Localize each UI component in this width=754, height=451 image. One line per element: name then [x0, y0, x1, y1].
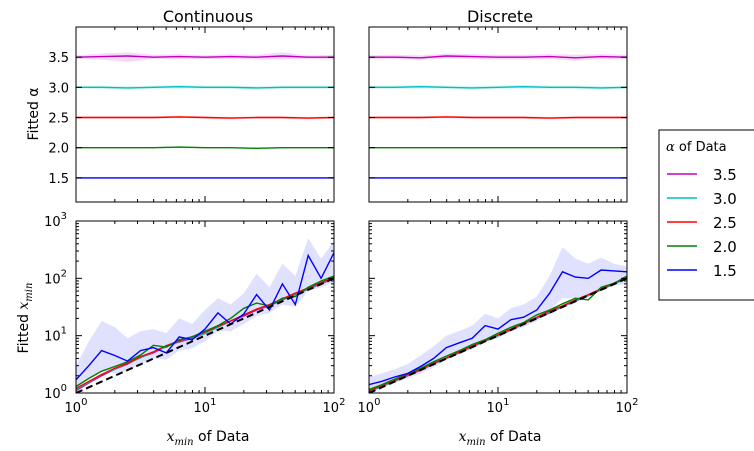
- x-tick-label: 102: [323, 397, 346, 416]
- x-tick-label: 101: [487, 397, 510, 416]
- legend: α of Data 3.5 3.0 2.5 2.0 1.5: [658, 129, 754, 301]
- xlabel-discrete-math: x: [459, 429, 467, 445]
- y-tick-label: 103: [44, 211, 67, 230]
- y-tick-label: 1.5: [48, 172, 69, 187]
- y-tick-label: 3.5: [48, 51, 69, 66]
- x-tick-label: 100: [358, 397, 381, 416]
- legend-label: 2.5: [713, 214, 737, 232]
- legend-entry-2-0: 2.0: [667, 238, 737, 256]
- legend-entry-3-5: 3.5: [667, 166, 737, 184]
- xlabel-continuous-sub: min: [174, 437, 193, 448]
- series-line-2-5: [76, 116, 334, 119]
- x-tick-exp: 2: [632, 397, 638, 408]
- legend-entries: 3.5 3.0 2.5 2.0 1.5: [667, 166, 737, 280]
- title-discrete: Discrete: [467, 7, 533, 26]
- y-tick-base: 10: [44, 272, 61, 287]
- y-tick-exp: 2: [61, 268, 67, 279]
- legend-frame: [658, 129, 754, 301]
- x-tick-base: 10: [358, 401, 375, 416]
- series-line-3-0: [369, 85, 627, 89]
- xlabel-continuous-text: of Data: [194, 429, 250, 445]
- y-tick-label: 2.0: [48, 142, 69, 157]
- legend-label: 3.5: [713, 166, 737, 184]
- legend-title-symbol: α: [666, 140, 675, 155]
- x-tick-label: 100: [65, 397, 88, 416]
- y-tick-base: 10: [44, 387, 61, 402]
- ylabel-xmin-prefix: Fitted: [16, 310, 32, 354]
- reference-line-y-equals-x: [76, 277, 334, 393]
- series-line-3-5: [369, 55, 627, 59]
- xlabel-discrete-sub: min: [466, 437, 485, 448]
- panel-2: [368, 26, 628, 203]
- y-tick-exp: 3: [61, 211, 67, 222]
- x-tick-base: 10: [487, 401, 504, 416]
- xlabel-continuous: xmin of Data: [167, 429, 250, 448]
- x-tick-label: 102: [616, 397, 639, 416]
- xlabel-discrete-text: of Data: [486, 429, 542, 445]
- legend-entry-2-5: 2.5: [667, 214, 737, 232]
- legend-entry-3-0: 3.0: [667, 190, 737, 208]
- xlabel-continuous-math: x: [167, 429, 175, 445]
- series-line-2-0: [76, 146, 334, 150]
- plot-area: [369, 53, 627, 179]
- x-tick-base: 10: [616, 401, 633, 416]
- legend-label: 2.0: [713, 238, 737, 256]
- ylabel-alpha-text: Fitted α: [26, 87, 42, 140]
- reference-line-y-equals-x: [369, 277, 627, 393]
- y-tick-label: 2.5: [48, 112, 69, 127]
- xlabel-discrete: xmin of Data: [459, 429, 542, 448]
- ylabel-xmin-sub: min: [24, 283, 35, 302]
- series-line-1-5: [369, 269, 627, 386]
- x-tick-base: 10: [65, 401, 82, 416]
- x-tick-exp: 2: [339, 397, 345, 408]
- plot-area: [369, 247, 627, 393]
- y-tick-exp: 1: [61, 326, 67, 337]
- ylabel-xmin-math: x: [16, 302, 32, 310]
- series-line-2-5: [369, 116, 627, 119]
- panel-1: 1.5 2.0 2.5 3.0 3.5: [48, 26, 335, 203]
- legend-title-text: of Data: [675, 140, 727, 155]
- y-tick-base: 10: [44, 215, 61, 230]
- y-tick-exp: 0: [61, 383, 67, 394]
- y-tick-label: 102: [44, 268, 67, 287]
- title-continuous: Continuous: [163, 7, 253, 26]
- legend-entry-1-5: 1.5: [667, 262, 737, 280]
- ylabel-alpha: Fitted α: [26, 87, 42, 140]
- panel-frame: [368, 26, 628, 203]
- series-line-3-0: [76, 85, 334, 89]
- legend-label: 3.0: [713, 190, 737, 208]
- y-tick-label: 3.0: [48, 81, 69, 96]
- x-tick-base: 10: [194, 401, 211, 416]
- y-tick-base: 10: [44, 330, 61, 345]
- x-tick-label: 101: [194, 397, 217, 416]
- ylabel-xmin: Fitted xmin: [16, 283, 35, 354]
- x-tick-exp: 1: [503, 397, 509, 408]
- legend-title: α of Data: [666, 140, 727, 155]
- legend-label: 1.5: [713, 262, 737, 280]
- x-tick-exp: 1: [210, 397, 216, 408]
- plot-area: [76, 52, 334, 179]
- plot-area: [76, 238, 334, 393]
- y-tick-label: 101: [44, 326, 67, 345]
- panel-4: 100 101 102: [358, 220, 639, 416]
- y-tick-label: 100: [44, 383, 67, 402]
- x-tick-base: 10: [323, 401, 340, 416]
- confidence-band-1-5: [369, 247, 627, 391]
- series-line-2-5: [76, 276, 334, 390]
- x-tick-exp: 0: [374, 397, 380, 408]
- x-tick-exp: 0: [81, 397, 87, 408]
- series-line-3-5: [76, 55, 334, 58]
